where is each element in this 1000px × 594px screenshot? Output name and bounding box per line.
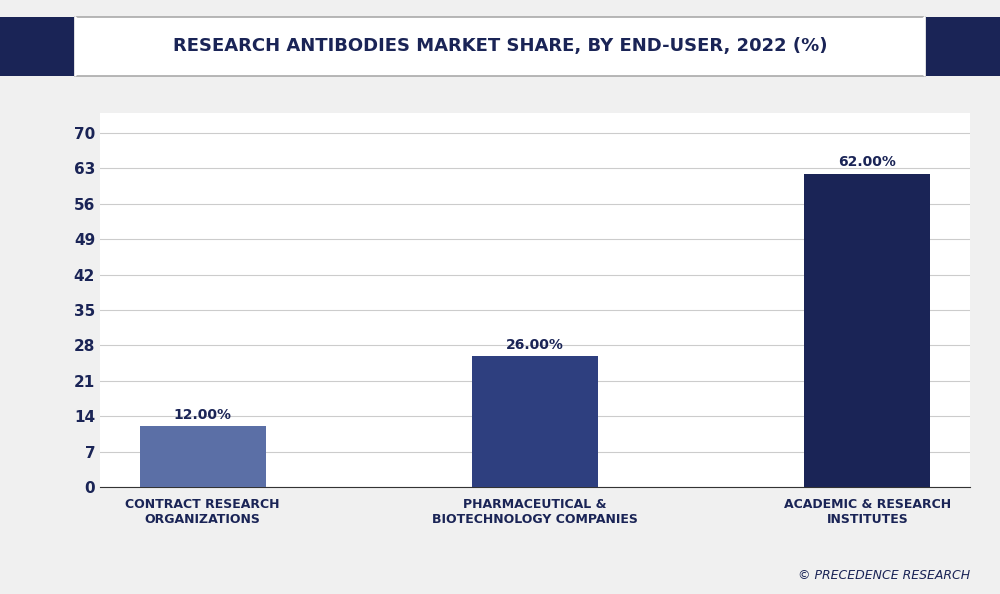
Bar [140,426,266,487]
Bar [804,173,930,487]
Bar [472,356,598,487]
Text: 26.00%: 26.00% [506,337,564,352]
Text: RESEARCH ANTIBODIES MARKET SHARE, BY END-USER, 2022 (%): RESEARCH ANTIBODIES MARKET SHARE, BY END… [173,37,827,55]
Text: 62.00%: 62.00% [838,156,896,169]
Text: © PRECEDENCE RESEARCH: © PRECEDENCE RESEARCH [798,569,970,582]
Text: 12.00%: 12.00% [174,408,232,422]
